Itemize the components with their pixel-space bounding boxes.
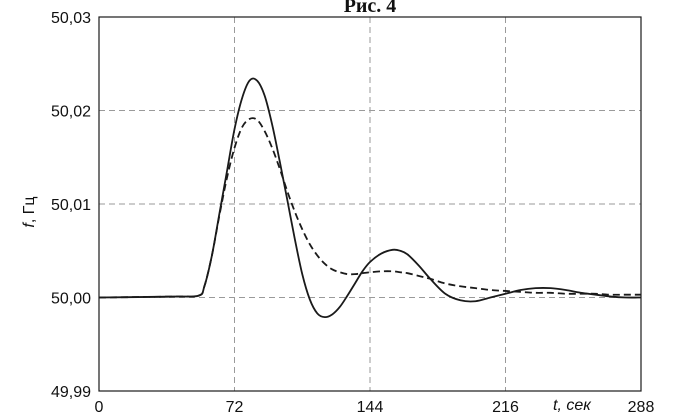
y-tick-label: 49,99 [51, 384, 91, 401]
y-tick-label: 50,03 [51, 10, 91, 27]
x-tick-label: 72 [226, 399, 244, 416]
y-tick-label: 50,01 [51, 197, 91, 214]
grid-lines [99, 17, 641, 391]
x-axis-label: t, сек [553, 397, 592, 414]
x-tick-label: 144 [357, 399, 384, 416]
x-tick-label: 288 [628, 399, 655, 416]
x-tick-label: 0 [95, 399, 104, 416]
x-tick-label: 216 [492, 399, 519, 416]
y-tick-label: 50,00 [51, 291, 91, 308]
y-axis-label-unit: , Гц [21, 196, 38, 223]
y-tick-labels: 49,99 50,00 50,01 50,02 50,03 [51, 10, 91, 401]
x-axis-label-unit: , сек [557, 397, 592, 414]
chart-title: Рис. 4 [344, 0, 397, 17]
y-tick-label: 50,02 [51, 104, 91, 121]
y-axis-label: f, Гц [21, 196, 38, 227]
